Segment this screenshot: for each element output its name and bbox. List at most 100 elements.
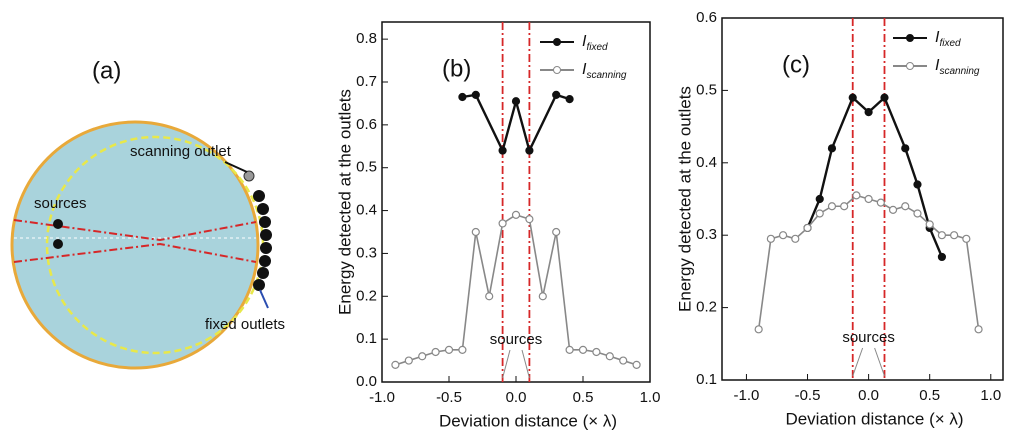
y-tick-label: 0.1 xyxy=(356,330,377,347)
y-tick-label: 0.3 xyxy=(696,226,717,243)
panel-label: (b) xyxy=(442,55,471,82)
point xyxy=(498,146,507,155)
point xyxy=(552,90,561,99)
point xyxy=(498,219,507,228)
point xyxy=(418,352,427,361)
x-tick-label: -1.0 xyxy=(734,387,760,404)
point xyxy=(937,252,947,262)
y-tick-label: 0.3 xyxy=(356,244,377,261)
panel-label: (c) xyxy=(782,51,810,78)
point xyxy=(913,180,922,189)
annotation: sources xyxy=(34,195,87,212)
annotation: fixed outlets xyxy=(205,316,285,333)
point xyxy=(815,194,824,204)
x-tick-label: 1.0 xyxy=(980,387,1001,404)
point xyxy=(511,210,521,219)
y-axis-label: Energy detected at the outlets xyxy=(335,89,354,315)
point xyxy=(827,144,837,153)
chart: 0.0 0.1 0.2 0.3 0.4 0.5 0.6 0.7 0.8 -1.0 -0.5 0.0 0.… xyxy=(335,21,660,430)
y-tick-label: 0.4 xyxy=(696,154,717,171)
x-tick-label: -1.0 xyxy=(369,389,395,406)
point xyxy=(552,227,561,237)
point xyxy=(605,352,614,361)
point xyxy=(444,345,454,354)
panel-label: (a) xyxy=(92,57,121,84)
point xyxy=(458,345,467,354)
point xyxy=(511,97,521,106)
cavity xyxy=(10,120,260,370)
annotation-arrow xyxy=(502,349,530,379)
point xyxy=(766,234,775,243)
legend-label: Iscanning xyxy=(582,61,627,80)
annotation: scanning outlet xyxy=(130,143,232,160)
point xyxy=(815,209,824,218)
point xyxy=(619,356,628,365)
point xyxy=(880,93,889,102)
pointer xyxy=(224,161,248,173)
point xyxy=(888,205,898,214)
y-tick-label: 0.7 xyxy=(356,73,377,90)
legend-label: Iscanning xyxy=(935,57,980,76)
scanning-outlet xyxy=(243,170,255,182)
point xyxy=(876,198,885,207)
point xyxy=(565,345,574,354)
y-axis-label: Energy detected at the outlets xyxy=(675,86,694,312)
legend-label: Ifixed xyxy=(582,33,608,52)
point xyxy=(827,202,837,211)
legend-label: Ifixed xyxy=(935,29,961,48)
y-tick-label: 0.2 xyxy=(696,299,717,316)
legend-marker xyxy=(553,38,561,46)
y-tick-label: 0.6 xyxy=(696,9,717,26)
point xyxy=(840,202,849,211)
y-tick-label: 0.1 xyxy=(696,371,717,388)
point xyxy=(848,93,857,102)
source xyxy=(53,219,63,229)
panel-a: (a) scanning outlet sources fixed outlet… xyxy=(10,57,285,370)
y-tick-label: 0.4 xyxy=(356,202,377,219)
point xyxy=(974,325,983,334)
legend-marker xyxy=(553,66,561,74)
x-axis-label: Deviation distance (× λ) xyxy=(439,411,617,430)
y-tick-label: 0.5 xyxy=(356,159,377,176)
point xyxy=(525,215,534,224)
point xyxy=(632,360,641,369)
source xyxy=(53,239,63,249)
x-tick-label: 0.5 xyxy=(919,387,940,404)
point xyxy=(864,194,873,204)
y-tick-label: 0.0 xyxy=(356,373,377,390)
plot-frame xyxy=(721,17,1004,381)
point xyxy=(962,234,971,243)
point xyxy=(803,223,812,233)
point xyxy=(578,345,588,354)
point xyxy=(864,108,873,117)
point xyxy=(913,209,922,218)
point xyxy=(431,347,440,357)
beam-lines xyxy=(13,219,257,263)
point xyxy=(391,360,400,369)
point xyxy=(791,234,800,243)
point xyxy=(458,92,467,102)
x-tick-label: -0.5 xyxy=(795,387,821,404)
point xyxy=(901,144,910,153)
series-line xyxy=(757,194,980,330)
point xyxy=(485,292,494,301)
point xyxy=(778,231,788,240)
point xyxy=(565,95,574,104)
x-tick-label: 0.0 xyxy=(506,389,527,406)
point xyxy=(901,202,910,211)
point xyxy=(925,220,934,229)
y-tick-label: 0.8 xyxy=(356,30,377,47)
point xyxy=(471,227,480,237)
x-tick-label: 0.5 xyxy=(573,389,594,406)
point xyxy=(754,325,763,334)
point xyxy=(937,231,947,240)
annotation: sources xyxy=(842,329,895,346)
y-tick-label: 0.5 xyxy=(696,81,717,98)
legend-marker xyxy=(906,62,914,70)
series-line xyxy=(806,95,944,258)
y-tick-label: 0.2 xyxy=(356,287,377,304)
annotation-arrow xyxy=(852,347,885,377)
point xyxy=(852,191,861,200)
fixed-outlets xyxy=(253,190,272,291)
x-axis-label: Deviation distance (× λ) xyxy=(785,409,963,428)
